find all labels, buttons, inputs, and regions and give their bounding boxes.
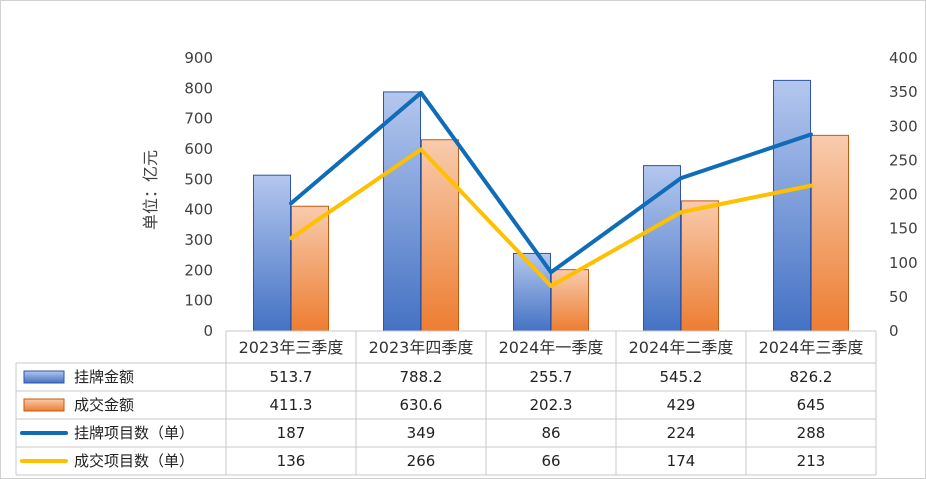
data-label-1-0: 411.3 [270,396,313,414]
data-label-1-1: 630.6 [400,396,443,414]
bar-listing-0 [253,174,291,332]
y-tick-left-8: 800 [184,79,213,97]
x-tick-label-2: 2024年一季度 [499,338,604,357]
data-label-0-2: 255.7 [530,368,573,386]
x-tick-label-3: 2024年二季度 [629,338,734,357]
data-label-3-2: 66 [541,452,560,470]
y-tick-left-1: 100 [184,292,213,310]
data-label-2-4: 288 [797,424,826,442]
data-label-1-2: 202.3 [530,396,573,414]
data-label-3-4: 213 [797,452,826,470]
y-tick-right-8: 400 [889,49,918,67]
bar-listing-4 [773,79,811,332]
y-tick-right-1: 50 [889,288,908,306]
y-tick-right-6: 300 [889,117,918,135]
y-tick-right-4: 200 [889,186,918,204]
x-tick-label-4: 2024年三季度 [759,338,864,357]
y-axis-left: 0 100 200 300 400 500 600 700 800 900 [184,49,213,340]
data-label-3-1: 266 [407,452,436,470]
legend-key-1 [23,398,65,412]
data-label-2-3: 224 [667,424,696,442]
legend-label-0: 挂牌金额 [74,368,134,386]
legend-label-3: 成交项目数（单） [74,452,194,470]
data-label-3-3: 174 [667,452,696,470]
data-table: 2023年三季度 2023年四季度 2024年一季度 2024年二季度 2024年三季度… [15,330,877,476]
data-label-3-0: 136 [277,452,306,470]
line-series-1 [289,147,813,288]
bars [253,79,849,332]
bar-deal-2 [551,269,589,332]
data-label-0-1: 788.2 [400,368,443,386]
legend-label-2: 挂牌项目数（单） [74,424,194,442]
line-series-0 [289,90,813,275]
data-label-0-4: 826.2 [790,368,833,386]
y-tick-right-7: 350 [889,83,918,101]
y-tick-left-5: 500 [184,170,213,188]
lines [289,90,813,288]
bar-deal-4 [811,134,849,332]
y-tick-right-2: 100 [889,254,918,272]
y-tick-right-0: 0 [889,322,899,340]
y-tick-left-3: 300 [184,231,213,249]
y-axis-label: 单位：亿元 [141,150,160,230]
y-tick-left-6: 600 [184,140,213,158]
y-tick-left-4: 400 [184,201,213,219]
y-tick-right-5: 250 [889,151,918,169]
y-tick-left-9: 900 [184,49,213,67]
y-tick-right-3: 150 [889,220,918,238]
data-label-1-3: 429 [667,396,696,414]
bar-listing-1 [383,91,421,332]
legend-key-0 [23,370,65,384]
data-label-0-0: 513.7 [270,368,313,386]
data-label-1-4: 645 [797,396,826,414]
data-label-2-2: 86 [541,424,560,442]
legend-label-1: 成交金额 [74,396,134,414]
data-label-2-1: 349 [407,424,436,442]
y-tick-left-7: 700 [184,110,213,128]
bar-deal-3 [681,200,719,332]
y-tick-left-0: 0 [203,322,213,340]
x-tick-label-1: 2023年四季度 [369,338,474,357]
x-tick-label-0: 2023年三季度 [239,338,344,357]
y-tick-left-2: 200 [184,261,213,279]
y-axis-right: 0 50 100 150 200 250 300 350 400 [889,49,918,340]
data-label-0-3: 545.2 [660,368,703,386]
data-label-2-0: 187 [277,424,306,442]
